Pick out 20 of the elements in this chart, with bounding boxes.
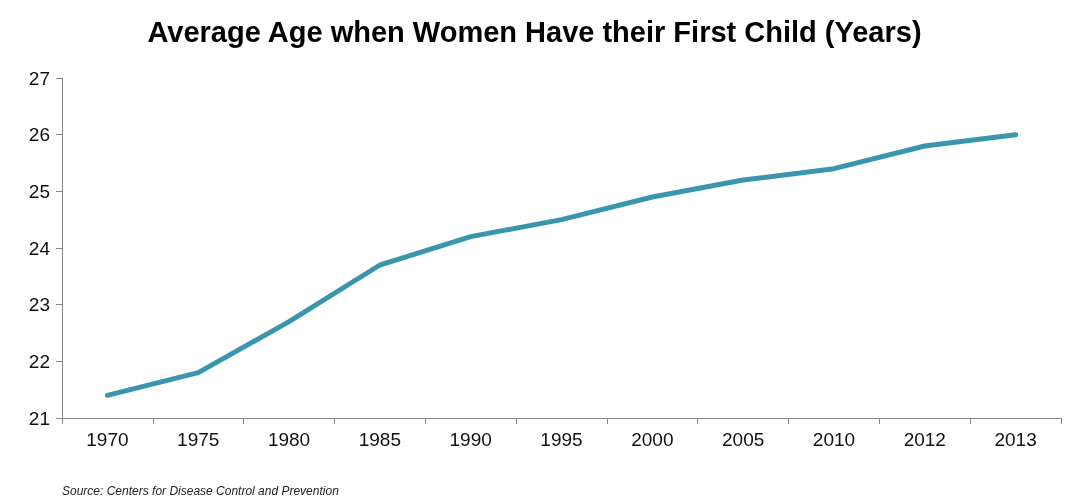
y-tick-label: 23	[28, 294, 50, 316]
x-tick-label: 2012	[903, 429, 946, 450]
x-tick-label: 2000	[631, 429, 674, 450]
source-note: Source: Centers for Disease Control and Prevention	[62, 484, 340, 498]
x-tick-label: 2005	[722, 429, 765, 450]
y-tick-label: 24	[28, 237, 51, 259]
y-tick-label: 25	[28, 180, 50, 202]
x-tick-label: 1970	[86, 429, 129, 450]
chart-title: Average Age when Women Have their First Child (Years)	[147, 15, 922, 48]
x-tick-label: 2013	[994, 429, 1037, 450]
y-tick-label: 22	[28, 350, 50, 372]
x-tick-label: 2010	[812, 429, 856, 450]
x-tick-label: 1980	[267, 429, 311, 450]
y-tick-label: 26	[28, 124, 50, 146]
x-tick-label: 1995	[540, 429, 583, 450]
x-tick-label: 1990	[449, 429, 492, 450]
y-tick-label: 21	[28, 407, 50, 429]
y-tick-label: 27	[28, 67, 50, 89]
x-tick-label: 1975	[177, 429, 220, 450]
x-tick-label: 1985	[358, 429, 401, 450]
